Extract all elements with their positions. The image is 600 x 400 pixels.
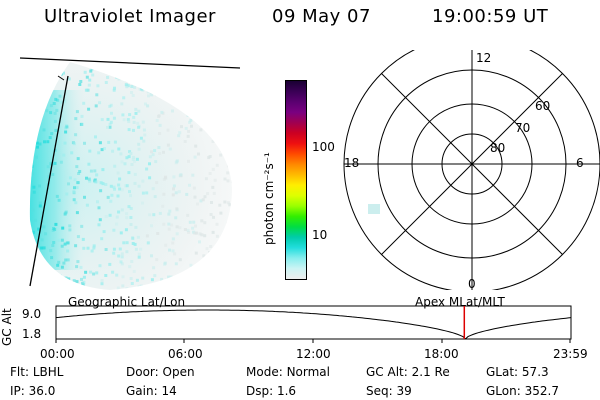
status-ip: IP: 36.0 — [10, 384, 56, 398]
status-dsp: Dsp: 1.6 — [246, 384, 297, 398]
status-flt: Flt: LBHL — [10, 365, 64, 379]
orbit-xtick-1800: 18:00 — [424, 347, 459, 361]
orbit-plot — [55, 305, 572, 343]
status-gain: Gain: 14 — [126, 384, 177, 398]
time-label: 19:00:59 UT — [432, 6, 549, 27]
polar-diagonal-2 — [381, 73, 563, 255]
status-seq: Seq: 39 — [366, 384, 412, 398]
orbit-ytick-max: 9.0 — [22, 307, 42, 321]
instrument-title: Ultraviolet Imager — [44, 6, 216, 27]
orbit-xtick-0600: 06:00 — [168, 347, 203, 361]
map-boundary-line — [19, 57, 241, 69]
colorbar — [285, 80, 307, 280]
lat-label-80: 80 — [490, 141, 505, 155]
date-label: 09 May 07 — [272, 6, 371, 27]
lat-label-70: 70 — [515, 121, 530, 135]
colorbar-tick-10: 10 — [312, 228, 328, 242]
auroral-image — [29, 62, 233, 290]
orbit-xtick-1200: 12:00 — [296, 347, 331, 361]
orbit-frame — [55, 305, 572, 340]
lat-label-60: 60 — [535, 99, 550, 113]
orbit-altitude-curve — [55, 309, 572, 340]
status-door: Door: Open — [126, 365, 195, 379]
orbit-xtick-0000: 00:00 — [40, 347, 75, 361]
colorbar-gradient — [286, 81, 306, 279]
polar-plot: 12 18 6 0 60 70 80 — [343, 50, 600, 290]
map-tick — [57, 75, 65, 81]
orbit-ytick-min: 1.8 — [22, 327, 42, 341]
terminator-line — [29, 75, 69, 287]
colorbar-unit-label: photon cm⁻²s⁻¹ — [262, 152, 276, 245]
mlt-label-6: 6 — [576, 156, 584, 170]
orbit-axis-label: GC Alt — [0, 308, 14, 346]
mlt-label-18: 18 — [344, 156, 359, 170]
geographic-image — [19, 57, 241, 290]
polar-emission-patch — [368, 204, 380, 214]
mlt-label-12: 12 — [476, 51, 491, 65]
mlt-label-0: 0 — [468, 277, 476, 290]
status-mode: Mode: Normal — [246, 365, 330, 379]
orbit-xtick-2359: 23:59 — [553, 347, 588, 361]
status-glon: GLon: 352.7 — [486, 384, 559, 398]
status-gcalt: GC Alt: 2.1 Re — [366, 365, 450, 379]
colorbar-tick-100: 100 — [312, 140, 335, 154]
status-glat: GLat: 57.3 — [486, 365, 549, 379]
